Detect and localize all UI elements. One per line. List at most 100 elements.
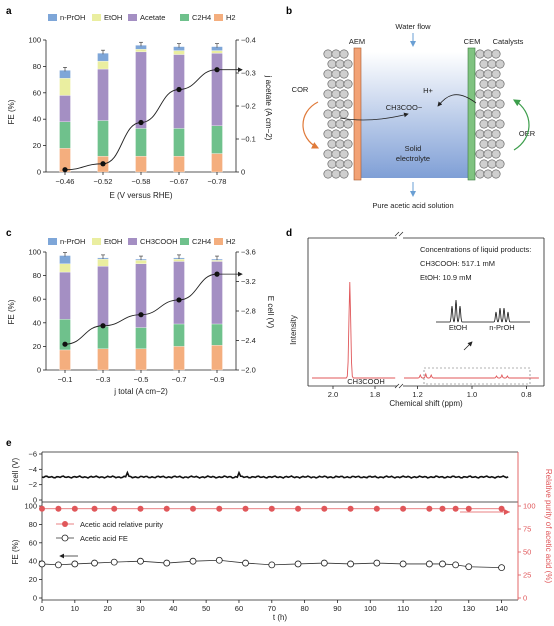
xtick-c-3: −0.7 (172, 375, 187, 384)
bead-left (323, 109, 333, 119)
a-y2label: j acetate (A cm−2) (264, 75, 273, 141)
oer-arrow (512, 99, 530, 151)
d-break-bottom (397, 382, 403, 390)
bead-left (323, 49, 333, 59)
bead-left (335, 79, 345, 89)
bead-left (339, 149, 349, 159)
legend-swatch-c-1 (92, 238, 101, 245)
trend-point-c-2 (138, 312, 144, 318)
panel-d-letter: d (286, 228, 292, 239)
e-purity-point-15 (400, 505, 407, 512)
e-bottom-ylabel: FE (%) (11, 539, 20, 564)
xtick-a-2: −0.58 (132, 177, 151, 186)
bead-left (335, 59, 345, 69)
bead-right (491, 129, 501, 139)
bar-c-4-C2H4 (211, 323, 223, 346)
bead-left (327, 79, 337, 89)
e-purity-point-2 (71, 505, 78, 512)
bead-left (343, 139, 353, 149)
e-purity-point-12 (321, 505, 328, 512)
legend-swatch-c-0 (48, 238, 57, 245)
bar-a-1-Acetate (97, 68, 109, 121)
bead-right (491, 149, 501, 159)
bead-right (475, 129, 485, 139)
bar-c-4-EtOH (211, 260, 223, 262)
bar-c-2-H2 (135, 348, 147, 371)
e-purity-point-17 (439, 505, 446, 512)
e-top-ytick-1: −4 (28, 465, 37, 474)
e-fe-point-13 (347, 560, 354, 568)
solid-electrolyte-label-1: Solid (405, 144, 422, 153)
trend-point-a-1 (100, 161, 106, 167)
e-top-ytick-3: 0 (33, 496, 37, 505)
e-bot-ytick-1: 20 (29, 575, 37, 584)
legend-label-a-2: Acetate (140, 13, 165, 22)
ytick-c-2: 40 (33, 318, 41, 327)
bar-a-2-H2 (135, 156, 147, 173)
bead-left (327, 139, 337, 149)
bead-left (323, 129, 333, 139)
e-purity-point-18 (452, 505, 459, 512)
bead-left (331, 89, 341, 99)
bead-left (323, 69, 333, 79)
ytick-a-4: 80 (33, 62, 41, 71)
bead-right (475, 109, 485, 119)
bead-right (495, 119, 505, 129)
bar-c-2-CH3COOH (135, 263, 147, 328)
e-xtick-14: 140 (495, 604, 508, 613)
e-bot-ytick-4: 80 (29, 520, 37, 529)
xtick-c-2: −0.5 (134, 375, 149, 384)
e-purity-point-7 (190, 505, 197, 512)
e-purity-point-19 (465, 505, 472, 512)
bead-right (491, 169, 501, 179)
bead-right (479, 59, 489, 69)
chart-c: n-PrOH EtOH CH3COOH C2H4 H2 0 20 40 60 80 100 −0.… (7, 237, 275, 396)
ytick-c-1: 20 (33, 342, 41, 351)
y2tick-a-0: 0 (241, 168, 245, 177)
chart-d: 2.0 1.8 1.2 1.0 0.8 Intensity Chemical shift… (289, 231, 545, 408)
e-fe-point-1 (55, 561, 62, 569)
panel-b-letter: b (286, 6, 292, 17)
legend-label-a-4: H2 (226, 13, 236, 22)
y2tick-c-0: −2.0 (241, 366, 256, 375)
bead-left (339, 69, 349, 79)
e-xlabel: t (h) (273, 613, 288, 622)
e-purity-point-5 (137, 505, 144, 512)
bar-a-1-EtOH (97, 60, 109, 70)
e-purity-point-11 (295, 505, 302, 512)
y2tick-c-1: −2.4 (241, 336, 256, 345)
ytick-c-0: 0 (37, 366, 41, 375)
bead-right (479, 119, 489, 129)
d-ylabel: Intensity (289, 315, 298, 345)
trend-point-c-0 (62, 341, 68, 347)
e-fe-point-18 (452, 561, 460, 569)
bead-right (487, 79, 497, 89)
e-purity-point-20 (498, 505, 505, 512)
ytick-a-5: 100 (28, 36, 41, 45)
bead-left (327, 59, 337, 69)
bar-c-4-H2 (211, 345, 223, 371)
e-y2tick-3: 75 (523, 525, 531, 534)
d-zoom-box (423, 367, 531, 385)
xtick-a-0: −0.46 (56, 177, 75, 186)
legend-swatch-c-3 (180, 238, 189, 245)
hplus-label: H+ (423, 86, 433, 95)
bead-left (323, 169, 333, 179)
e-fe-point-9 (242, 559, 249, 567)
legend-swatch-a-2 (128, 14, 137, 21)
e-fe-point-11 (294, 560, 302, 568)
aem-membrane (353, 47, 362, 181)
a-ylabel: FE (%) (7, 99, 16, 124)
bead-right (475, 89, 485, 99)
legend-label-c-0: n-PrOH (60, 237, 85, 246)
d-xtick-r2: 0.8 (521, 390, 531, 399)
e-fe-point-7 (189, 557, 197, 565)
xtick-c-0: −0.1 (58, 375, 73, 384)
bead-left (335, 139, 345, 149)
bead-left (331, 149, 341, 159)
bead-right (479, 99, 489, 109)
bead-right (487, 59, 497, 69)
trend-point-a-2 (138, 119, 144, 126)
e-fe-point-17 (439, 560, 446, 568)
